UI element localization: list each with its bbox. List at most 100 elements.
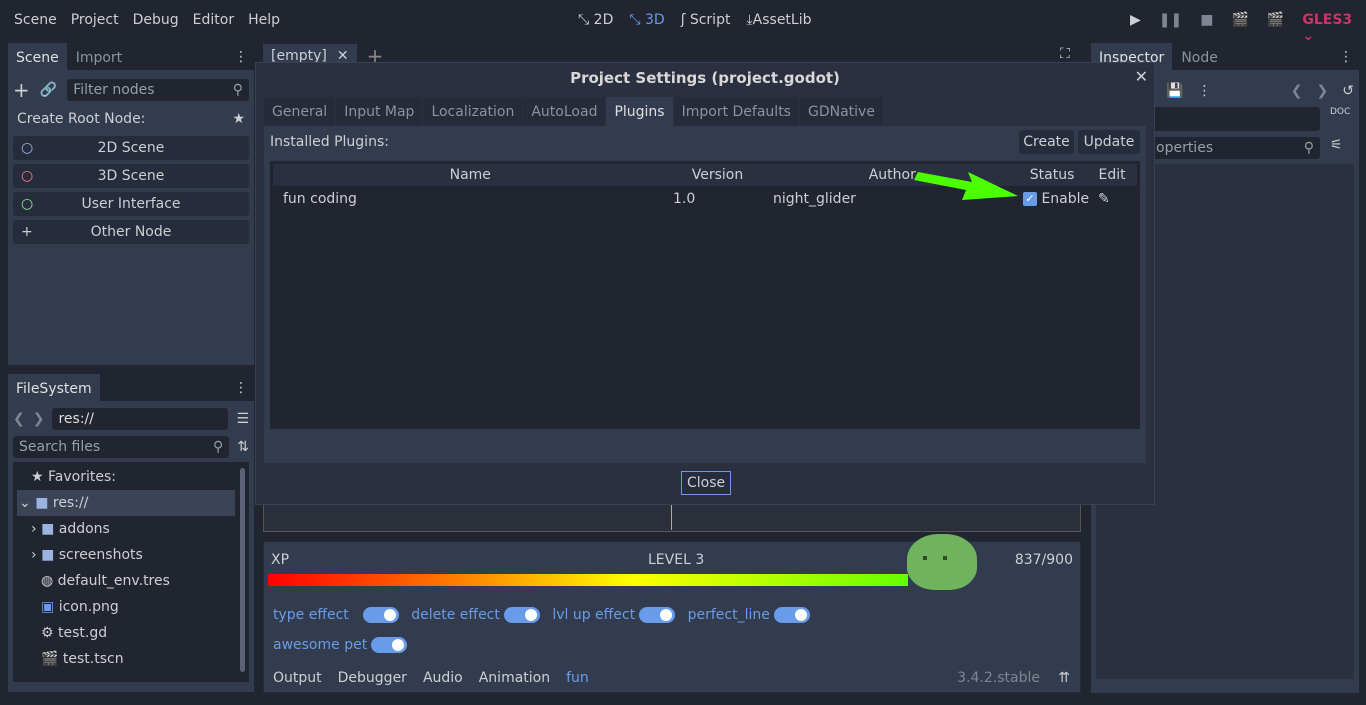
toggle-lvl-up-effect[interactable]: lvl up effect (552, 607, 683, 623)
tab-autoload[interactable]: AutoLoad (523, 97, 606, 127)
pause-icon[interactable]: ❚❚ (1158, 12, 1183, 28)
tab-plugins[interactable]: Plugins (606, 97, 673, 127)
history-forward-icon[interactable]: ❯ (1316, 83, 1329, 99)
menu-dots-icon[interactable]: ⋮ (234, 380, 248, 396)
xp-label: XP (271, 552, 290, 568)
link-icon[interactable]: 🔗 (39, 82, 58, 98)
menu-debug[interactable]: Debug (132, 12, 179, 28)
dialog-close-icon[interactable]: ✕ (1134, 67, 1148, 86)
workspace-3d[interactable]: ⤡ 3D (629, 12, 665, 28)
bottom-tabs: Output Debugger Audio Animation fun (273, 670, 589, 686)
level-label: LEVEL 3 (648, 552, 705, 568)
tab-import[interactable]: Import (75, 50, 123, 66)
search-icon: ⚲ (1303, 140, 1314, 156)
menu-editor[interactable]: Editor (192, 12, 235, 28)
2d-scene-button[interactable]: ○ 2D Scene (13, 136, 249, 160)
menu-dots-icon[interactable]: ⋮ (234, 49, 248, 65)
tree-item-test-tscn[interactable]: 🎬 test.tscn (41, 651, 124, 667)
tab-scene[interactable]: Scene (8, 43, 67, 70)
tab-filesystem[interactable]: FileSystem (8, 374, 100, 401)
play-icon[interactable]: ▶ (1130, 12, 1141, 28)
sort-icon[interactable]: ⇅ (237, 439, 249, 455)
tree-item-test-gd[interactable]: ⚙ test.gd (41, 625, 108, 641)
settings-tabs: General Input Map Localization AutoLoad … (264, 97, 884, 127)
toggle-delete-effect[interactable]: delete effect (411, 607, 548, 623)
menu-help[interactable]: Help (248, 12, 280, 28)
globe-icon: ◍ (41, 573, 54, 589)
scrollbar[interactable] (240, 468, 245, 672)
back-icon[interactable]: ❮ (13, 411, 25, 427)
history-icon[interactable]: ↺ (1342, 83, 1354, 99)
search-files-input[interactable]: Search files ⚲ (13, 436, 230, 458)
save-icon[interactable]: 💾 (1166, 83, 1184, 99)
filter-settings-icon[interactable]: ⚟ (1330, 137, 1343, 153)
xp-value: 837/900 (1014, 552, 1073, 568)
edit-icon[interactable]: ✎ (1098, 191, 1110, 207)
toggle-type-effect[interactable]: type effect (273, 607, 407, 623)
tree-item-addons[interactable]: › ■ addons (31, 521, 110, 537)
tab-input-map[interactable]: Input Map (336, 97, 423, 127)
tab-debugger[interactable]: Debugger (337, 670, 407, 686)
forward-icon[interactable]: ❯ (32, 411, 45, 427)
plugins-table: Name Version Author Status Edit fun codi… (270, 161, 1140, 429)
favorites-item[interactable]: ★ Favorites: (31, 469, 116, 485)
more-icon[interactable]: ⋮ (1197, 83, 1212, 99)
doc-icon[interactable]: DOC (1330, 107, 1351, 117)
tab-import-defaults[interactable]: Import Defaults (673, 97, 799, 127)
col-status: Status (1029, 167, 1075, 183)
fullscreen-icon[interactable]: ⛶ (1060, 46, 1070, 62)
history-back-icon[interactable]: ❮ (1290, 83, 1303, 99)
menu-dots-icon[interactable]: ⋮ (1339, 49, 1353, 65)
menu-scene[interactable]: Scene (14, 12, 57, 28)
image-icon: ▣ (41, 599, 55, 615)
tab-audio[interactable]: Audio (422, 670, 463, 686)
tab-gdnative[interactable]: GDNative (799, 97, 883, 127)
node2d-icon: ○ (21, 140, 34, 156)
filter-nodes-input[interactable]: Filter nodes ⚲ (67, 79, 249, 101)
stop-icon[interactable]: ■ (1200, 12, 1214, 28)
update-button[interactable]: Update (1078, 130, 1140, 154)
toggle-perfect-line[interactable]: perfect_line (688, 607, 818, 623)
tab-node[interactable]: Node (1181, 50, 1218, 66)
expand-panel-icon[interactable]: ⇈ (1058, 670, 1070, 686)
tab-general[interactable]: General (264, 97, 336, 127)
tree-item-default-env[interactable]: ◍ default_env.tres (41, 573, 170, 589)
3d-viewport[interactable] (263, 500, 1081, 532)
tree-item-res[interactable]: ⌄ ■ res:// (17, 490, 235, 516)
3d-scene-button[interactable]: ○ 3D Scene (13, 164, 249, 188)
workspace-script[interactable]: ʃ Script (680, 12, 731, 28)
renderer-select[interactable]: GLES3 ⌄ (1302, 12, 1353, 44)
enable-checkbox[interactable]: ✓ Enable (1023, 186, 1098, 212)
menu-bar: Scene Project Debug Editor Help (14, 12, 294, 28)
add-icon: + (21, 224, 33, 240)
close-button[interactable]: Close (681, 471, 732, 495)
tree-item-icon-png[interactable]: ▣ icon.png (41, 599, 119, 615)
path-field[interactable]: res:// (52, 408, 229, 430)
split-mode-icon[interactable]: ☰ (236, 411, 249, 427)
create-button[interactable]: Create (1019, 130, 1074, 154)
table-row[interactable]: fun coding 1.0 night_glider ✓ Enable ✎ (273, 186, 1137, 212)
toggle-awesome-pet[interactable]: awesome pet (273, 637, 415, 653)
tab-output[interactable]: Output (273, 670, 322, 686)
tree-item-screenshots[interactable]: › ■ screenshots (31, 547, 143, 563)
favorite-star-icon[interactable]: ★ (232, 111, 245, 127)
tab-fun[interactable]: fun (566, 670, 589, 686)
workspace-2d[interactable]: ⤡ 2D (578, 12, 614, 28)
toggle-group: type effect delete effect lvl up effect … (273, 600, 873, 660)
script-icon: ʃ (680, 12, 686, 28)
plugins-panel: Installed Plugins: Create Update Name Ve… (264, 126, 1146, 463)
play-scene-icon[interactable]: 🎬 (1231, 12, 1249, 28)
user-interface-button[interactable]: ○ User Interface (13, 192, 249, 216)
star-icon: ★ (31, 469, 44, 485)
tab-localization[interactable]: Localization (423, 97, 523, 127)
tab-animation[interactable]: Animation (478, 670, 551, 686)
close-icon[interactable]: ✕ (336, 48, 349, 64)
add-node-icon[interactable]: + (13, 78, 30, 102)
other-node-button[interactable]: + Other Node (13, 220, 249, 244)
play-custom-icon[interactable]: 🎬 (1266, 12, 1285, 28)
gear-icon: ⚙ (41, 625, 54, 641)
workspace-assetlib[interactable]: ⤓AssetLib (746, 12, 812, 28)
dialog-title: Project Settings (project.godot) (570, 69, 840, 87)
menu-project[interactable]: Project (70, 12, 119, 28)
installed-plugins-label: Installed Plugins: (270, 134, 389, 150)
